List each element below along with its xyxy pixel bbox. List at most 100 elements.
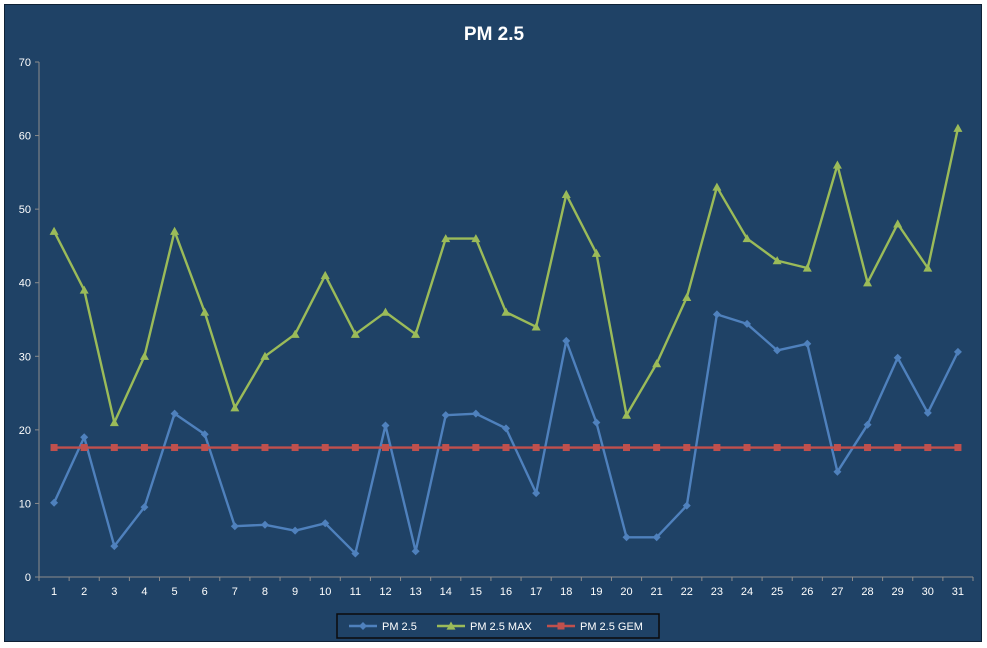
data-point-pm-2-5-max xyxy=(350,329,360,338)
data-point-pm-2-5 xyxy=(260,520,269,529)
x-tick-label: 22 xyxy=(681,586,693,598)
x-tick-label: 27 xyxy=(831,586,843,598)
data-point-pm-2-5 xyxy=(200,430,209,439)
legend-box xyxy=(336,613,660,639)
y-tick-label: 0 xyxy=(25,572,31,584)
data-point-pm-2-5 xyxy=(652,533,661,542)
legend-swatch-marker xyxy=(359,622,367,630)
x-tick-label: 9 xyxy=(292,586,298,598)
data-point-pm-2-5-max xyxy=(109,418,119,427)
data-point-pm-2-5-max xyxy=(501,307,511,316)
data-point-pm-2-5-gem xyxy=(231,444,239,452)
data-point-pm-2-5-max xyxy=(411,329,421,338)
data-point-pm-2-5-gem xyxy=(381,444,389,452)
series-layer xyxy=(49,123,963,558)
y-tick-label: 50 xyxy=(19,204,31,216)
series-pm-2-5 xyxy=(50,310,962,558)
x-tick-label: 23 xyxy=(711,586,723,598)
data-point-pm-2-5 xyxy=(170,409,179,418)
data-point-pm-2-5-gem xyxy=(140,444,148,452)
data-point-pm-2-5 xyxy=(682,501,691,510)
x-tick-label: 25 xyxy=(771,586,783,598)
data-point-pm-2-5-gem xyxy=(562,444,570,452)
legend-item-pm-2-5: PM 2.5 xyxy=(349,621,417,633)
data-point-pm-2-5-max xyxy=(682,292,692,302)
x-tick-label: 19 xyxy=(590,586,602,598)
legend-item-pm-2-5-max: PM 2.5 MAX xyxy=(437,621,532,633)
x-tick-label: 4 xyxy=(141,586,147,598)
data-point-pm-2-5-max xyxy=(652,359,662,368)
data-point-pm-2-5 xyxy=(471,409,480,418)
data-point-pm-2-5-gem xyxy=(683,444,691,452)
data-point-pm-2-5-gem xyxy=(472,444,480,452)
data-point-pm-2-5-max xyxy=(923,263,933,272)
data-point-pm-2-5 xyxy=(532,489,541,498)
x-tick-label: 16 xyxy=(500,586,512,598)
data-point-pm-2-5-gem xyxy=(623,444,631,452)
data-point-pm-2-5-gem xyxy=(110,444,118,452)
data-point-pm-2-5 xyxy=(140,503,149,512)
data-point-pm-2-5 xyxy=(80,433,89,442)
x-tick-label: 8 xyxy=(262,586,268,598)
legend-item-pm-2-5-gem: PM 2.5 GEM xyxy=(547,621,643,633)
y-tick-label: 30 xyxy=(19,351,31,363)
data-point-pm-2-5 xyxy=(592,418,601,427)
legend-swatch-marker xyxy=(557,622,565,630)
data-point-pm-2-5-gem xyxy=(412,444,420,452)
data-point-pm-2-5-gem xyxy=(291,444,299,452)
data-point-pm-2-5-gem xyxy=(864,444,872,452)
data-point-pm-2-5-max xyxy=(230,403,240,412)
data-point-pm-2-5 xyxy=(923,408,932,417)
chart-title: PM 2.5 xyxy=(464,24,525,45)
data-point-pm-2-5-max xyxy=(320,270,330,279)
x-tick-label: 1 xyxy=(51,586,57,598)
data-point-pm-2-5-max xyxy=(170,226,180,235)
legend-label: PM 2.5 GEM xyxy=(580,621,643,633)
data-point-pm-2-5-max xyxy=(802,263,812,272)
data-point-pm-2-5 xyxy=(953,347,962,356)
legend-label: PM 2.5 xyxy=(382,621,417,633)
data-point-pm-2-5-gem xyxy=(713,444,721,452)
data-point-pm-2-5-gem xyxy=(773,444,781,452)
x-tick-label: 13 xyxy=(409,586,421,598)
x-tick-label: 2 xyxy=(81,586,87,598)
data-point-pm-2-5-max xyxy=(49,226,59,235)
data-point-pm-2-5-max xyxy=(139,351,149,360)
x-tick-label: 18 xyxy=(560,586,572,598)
data-point-pm-2-5-gem xyxy=(502,444,510,452)
data-point-pm-2-5 xyxy=(803,339,812,348)
data-point-pm-2-5-gem xyxy=(894,444,902,452)
data-point-pm-2-5 xyxy=(622,533,631,542)
x-tick-label: 11 xyxy=(350,586,361,598)
y-tick-label: 20 xyxy=(19,425,31,437)
data-point-pm-2-5-gem xyxy=(50,444,58,452)
data-point-pm-2-5-max xyxy=(260,351,270,360)
data-point-pm-2-5-max xyxy=(772,256,782,265)
data-point-pm-2-5 xyxy=(743,319,752,328)
data-point-pm-2-5-gem xyxy=(803,444,811,452)
data-point-pm-2-5 xyxy=(50,498,59,507)
data-point-pm-2-5 xyxy=(863,420,872,429)
x-tick-label: 29 xyxy=(892,586,904,598)
data-point-pm-2-5-gem xyxy=(201,444,209,452)
data-point-pm-2-5-gem xyxy=(833,444,841,452)
data-point-pm-2-5 xyxy=(712,310,721,319)
data-point-pm-2-5 xyxy=(833,467,842,476)
y-tick-label: 10 xyxy=(19,498,31,510)
data-point-pm-2-5-max xyxy=(290,329,300,338)
data-point-pm-2-5-gem xyxy=(653,444,661,452)
data-point-pm-2-5-gem xyxy=(743,444,751,452)
data-point-pm-2-5-max xyxy=(893,219,903,228)
x-tick-label: 17 xyxy=(530,586,542,598)
data-point-pm-2-5 xyxy=(291,526,300,535)
data-point-pm-2-5-gem xyxy=(924,444,932,452)
data-point-pm-2-5 xyxy=(351,549,360,558)
data-point-pm-2-5 xyxy=(321,519,330,528)
data-point-pm-2-5 xyxy=(502,424,510,433)
data-point-pm-2-5-max xyxy=(200,307,210,316)
data-point-pm-2-5-max xyxy=(561,189,571,199)
data-point-pm-2-5-max xyxy=(380,307,390,316)
data-point-pm-2-5-max xyxy=(953,123,963,132)
data-point-pm-2-5-gem xyxy=(171,444,179,452)
